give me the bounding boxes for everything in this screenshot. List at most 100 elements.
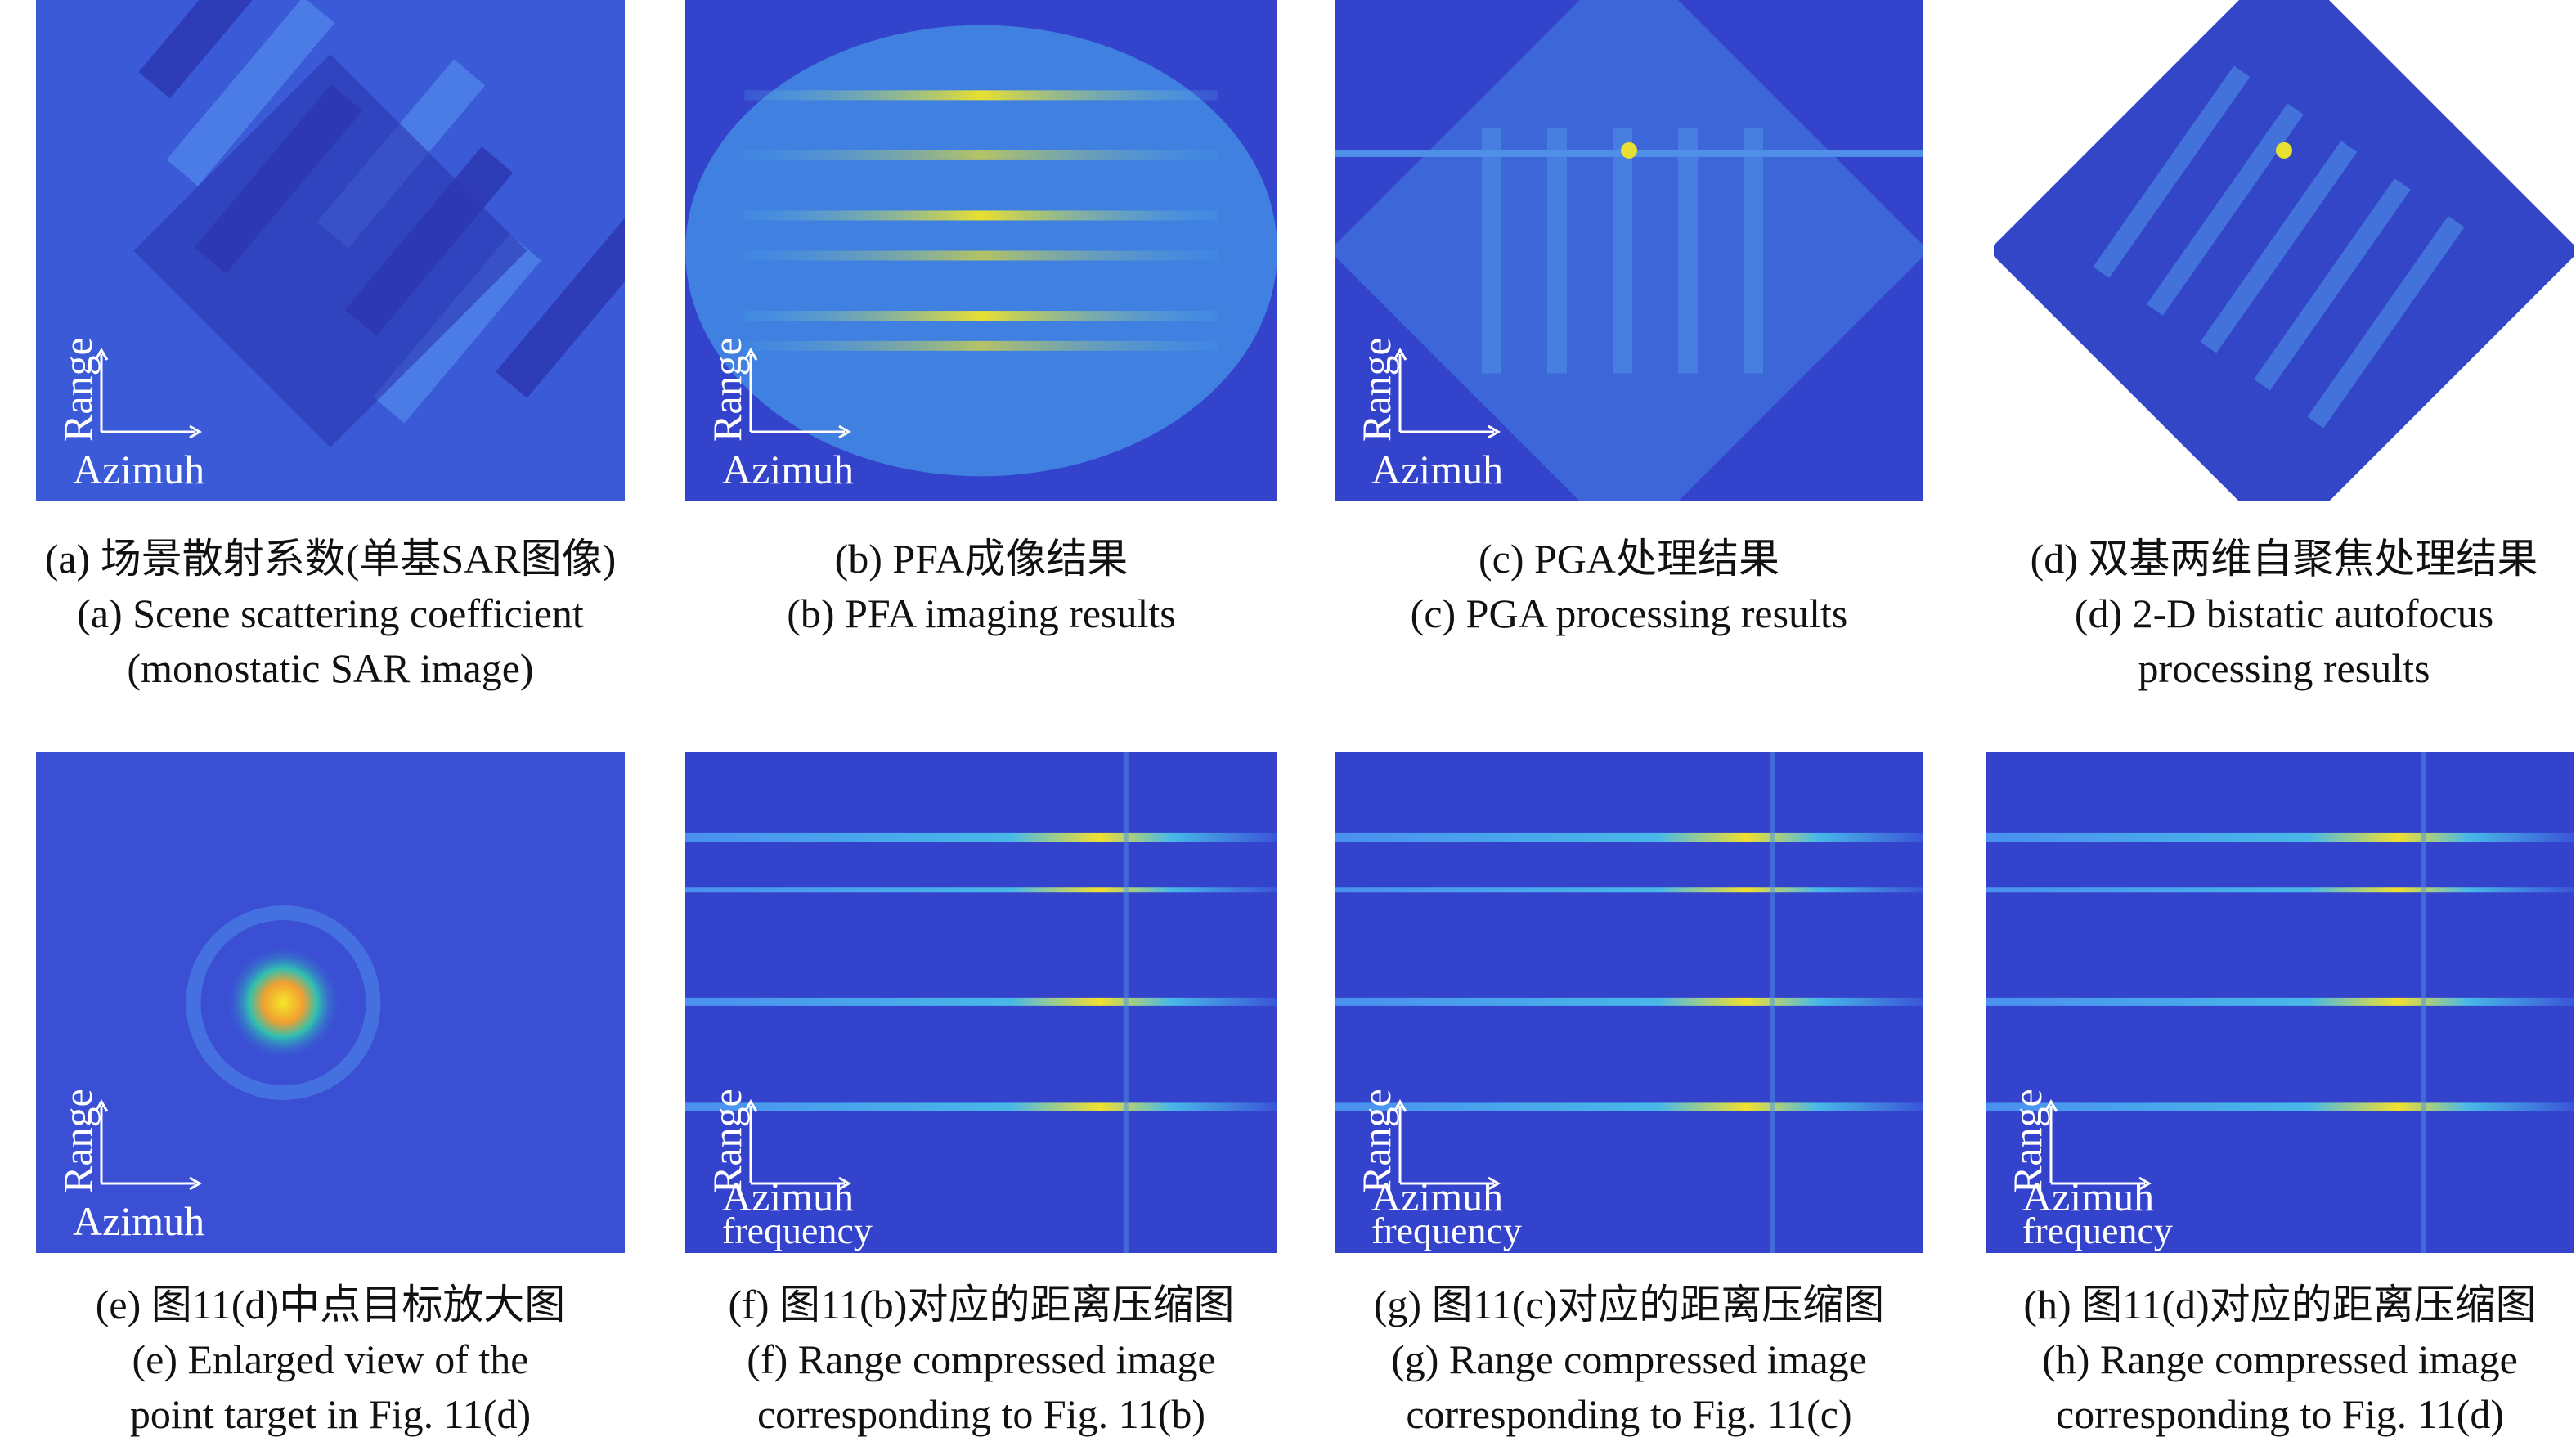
range-line <box>685 997 1277 1006</box>
azimuth-label: Azimuh <box>1371 447 1503 492</box>
feature <box>1613 128 1632 374</box>
panel: Range Azimuh (b) PFA成像结果 (b) PFA imaging re… <box>685 0 1277 636</box>
caption-line: (c) PGA处理结果 <box>1479 536 1779 582</box>
caption-line: processing results <box>2138 645 2430 691</box>
caption-line: (a) Scene scattering coefficient <box>77 591 584 636</box>
azimuth-label: Azimuh <box>2022 1174 2154 1219</box>
range-line <box>1335 997 1923 1006</box>
caption-line: (d) 2-D bistatic autofocus <box>2075 591 2493 636</box>
range-label: Range <box>2004 1089 2050 1193</box>
caption-line: (g) Range compressed image <box>1391 1336 1867 1382</box>
azimuth-label: Azimuh <box>722 447 854 492</box>
caption-line: (b) PFA成像结果 <box>835 536 1129 582</box>
streak <box>744 150 1218 160</box>
arrow-head <box>2044 1099 2058 1112</box>
feature <box>2254 178 2411 391</box>
caption-line: (e) 图11(d)中点目标放大图 <box>96 1282 565 1327</box>
vertical-streak <box>1123 752 1129 1253</box>
range-label: Range <box>704 337 750 442</box>
panel: Range Azimuh (d) 双基两维自聚焦处理结果 (d) 2-D bistat… <box>1994 0 2574 691</box>
arrow-head <box>743 1099 758 1112</box>
arrow-head <box>743 348 758 361</box>
feature <box>1547 128 1567 374</box>
arrow-head <box>1488 1176 1501 1191</box>
range-label: Range <box>1353 337 1399 442</box>
range-line <box>1986 887 2574 893</box>
image <box>1335 752 1923 1253</box>
range-label: Range <box>1353 1089 1399 1193</box>
feature <box>2147 103 2304 316</box>
image <box>685 752 1277 1253</box>
arrow-head <box>1393 1099 1407 1112</box>
streak <box>744 210 1218 221</box>
azimuth-label: frequency <box>2022 1210 2173 1251</box>
range-line <box>685 887 1277 893</box>
range-line <box>1335 887 1923 893</box>
building <box>166 0 335 186</box>
feature <box>1678 128 1698 374</box>
azimuth-label: frequency <box>1371 1210 1522 1251</box>
arrow-head <box>94 1099 109 1112</box>
azimuth-label: Azimuh <box>73 447 204 492</box>
building <box>138 0 307 99</box>
spectrum <box>685 25 1277 477</box>
panel: Range Azimuh (a) 场景散射系数(单基SAR图像) (a) Scene … <box>36 0 625 691</box>
ring <box>186 905 381 1100</box>
streak <box>744 90 1218 101</box>
azimuth-label: frequency <box>722 1210 873 1251</box>
arrow-head <box>838 1176 851 1191</box>
caption-line: (b) PFA imaging results <box>787 591 1175 636</box>
range-label: Range <box>55 337 101 442</box>
caption-line: (e) Enlarged view of the <box>132 1336 529 1382</box>
feature <box>2093 65 2251 278</box>
caption-line: (f) 图11(b)对应的距离压缩图 <box>729 1282 1235 1327</box>
panel: Range Azimuh (c) PGA处理结果 (c) PGA processing… <box>1335 0 1923 636</box>
range-line <box>1986 1102 2574 1111</box>
feature <box>2307 215 2465 429</box>
image <box>36 752 625 1253</box>
arrow-head <box>2138 1176 2152 1191</box>
caption-line: (d) 双基两维自聚焦处理结果 <box>2031 536 2538 582</box>
range-line <box>1335 832 1923 842</box>
arrow-head <box>2147 424 2160 439</box>
caption-line: (h) Range compressed image <box>2042 1336 2518 1382</box>
range-label: Range <box>2013 337 2058 442</box>
range-line <box>1986 997 2574 1006</box>
range-label: Range <box>704 1089 750 1193</box>
caption-line: (g) 图11(c)对应的距离压缩图 <box>1374 1282 1884 1327</box>
arrow-head <box>189 1176 202 1191</box>
arrow-head <box>2052 348 2067 361</box>
arrow-head <box>838 424 851 439</box>
azimuth-label: Azimuh <box>1371 1174 1503 1219</box>
range-line <box>1986 832 2574 842</box>
caption-line: corresponding to Fig. 11(d) <box>2056 1391 2504 1437</box>
range-line <box>685 1102 1277 1111</box>
caption-line: point target in Fig. 11(d) <box>130 1391 531 1437</box>
feature <box>2200 141 2358 353</box>
streak <box>744 340 1218 351</box>
image <box>36 0 625 501</box>
caption-line: (c) PGA processing results <box>1411 591 1848 636</box>
vertical-streak <box>1770 752 1775 1253</box>
hot-spot <box>1621 141 1637 159</box>
azimuth-label: Azimuh <box>722 1174 854 1219</box>
streak <box>744 250 1218 261</box>
vertical-streak <box>2421 752 2426 1253</box>
feature <box>1744 128 1763 374</box>
arrow-head <box>1393 348 1407 361</box>
caption-line: (monostatic SAR image) <box>127 645 533 691</box>
building <box>373 234 541 424</box>
image <box>1335 0 1923 501</box>
range-label: Range <box>55 1089 101 1193</box>
arrow-head <box>1488 424 1501 439</box>
feature <box>1482 128 1501 374</box>
arrow-head <box>189 424 202 439</box>
azimuth-label: Azimuh <box>2031 447 2162 492</box>
caption-line: (h) 图11(d)对应的距离压缩图 <box>2023 1282 2536 1327</box>
image <box>1986 752 2574 1253</box>
streak <box>744 311 1218 321</box>
